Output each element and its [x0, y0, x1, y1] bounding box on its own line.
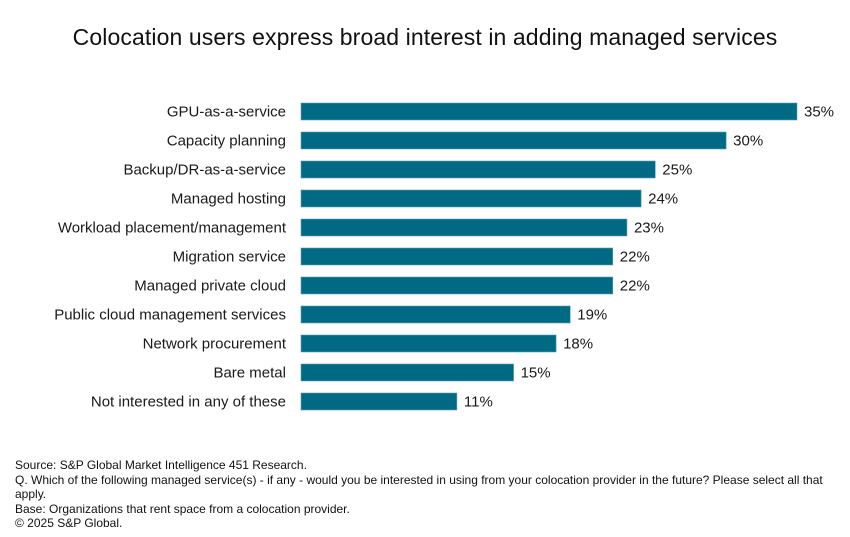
bar — [300, 247, 614, 266]
category-label: Backup/DR-as-a-service — [123, 162, 286, 179]
copyright-note: © 2025 S&P Global. — [15, 516, 123, 530]
base-note: Base: Organizations that rent space from… — [15, 501, 350, 516]
value-label: 25% — [662, 162, 692, 179]
category-label: Public cloud management services — [54, 307, 286, 324]
bars-layer: GPU-as-a-service 35% Capacity planning 30% B… — [54, 102, 834, 411]
value-label: 22% — [620, 278, 650, 295]
value-label: 19% — [577, 307, 607, 324]
category-label: Bare metal — [213, 365, 286, 382]
category-label: Capacity planning — [167, 133, 286, 150]
bar — [300, 276, 614, 295]
category-label: Workload placement/management — [58, 220, 287, 237]
category-label: GPU-as-a-service — [167, 104, 286, 121]
bar — [300, 160, 656, 179]
category-label: Network procurement — [143, 336, 287, 353]
value-label: 30% — [733, 133, 763, 150]
value-label: 15% — [521, 365, 551, 382]
bar — [300, 392, 458, 411]
category-label: Migration service — [173, 249, 286, 266]
value-label: 23% — [634, 220, 664, 237]
category-label: Not interested in any of these — [91, 394, 286, 411]
value-label: 24% — [648, 191, 678, 208]
bar — [300, 363, 514, 382]
category-label: Managed private cloud — [134, 278, 286, 295]
value-label: 11% — [464, 394, 493, 411]
value-label: 22% — [620, 249, 650, 266]
bar-chart: GPU-as-a-service 35% Capacity planning 30% B… — [54, 102, 834, 411]
bar — [300, 334, 557, 353]
chart-footer: Source: S&P Global Market Intelligence 4… — [15, 458, 835, 531]
bar — [300, 189, 642, 208]
source-note: Source: S&P Global Market Intelligence 4… — [15, 458, 307, 472]
chart-title: Colocation users express broad interest … — [72, 24, 778, 50]
bar — [300, 102, 798, 121]
value-label: 18% — [563, 336, 593, 353]
value-label: 35% — [804, 104, 834, 121]
bar — [300, 131, 727, 150]
category-label: Managed hosting — [171, 191, 286, 208]
question-note: Q. Which of the following managed servic… — [15, 472, 823, 502]
bar — [300, 218, 628, 237]
bar — [300, 305, 571, 324]
